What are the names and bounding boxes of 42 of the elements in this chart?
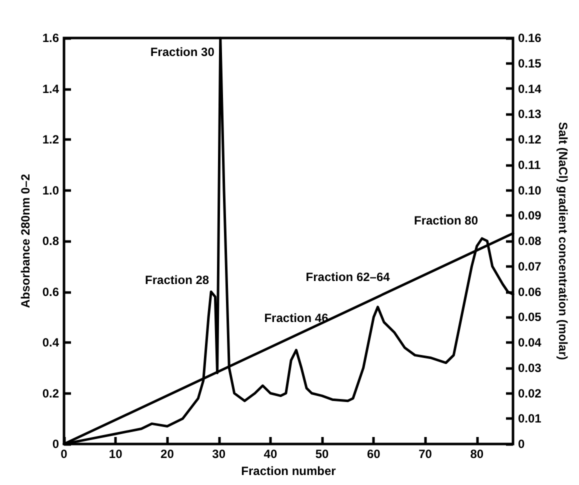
x-tick-label: 50 [315, 447, 330, 461]
y2-tick-label: 0.09 [518, 208, 542, 223]
y2-tick-label: 0.11 [518, 158, 542, 172]
annotation: Fraction 30 [150, 45, 215, 59]
y2-axis-title: Salt (NaCl) gradient concentration (molar) [556, 122, 570, 360]
y-tick-label: 0.2 [42, 386, 60, 400]
y-tick-label: 0 [52, 437, 60, 451]
y2-tick-label: 0.01 [518, 412, 542, 426]
y2-tick-label: 0.08 [518, 234, 542, 248]
x-tick-label: 40 [264, 447, 278, 461]
annotation: Fraction 80 [414, 213, 478, 228]
x-tick-label: 0 [60, 447, 68, 461]
y2-tick-label: 0.03 [518, 360, 542, 375]
x-tick-label: 70 [418, 447, 432, 461]
y2-tick-label: 0.07 [518, 259, 542, 274]
x-tick-label: 10 [108, 447, 123, 461]
y2-tick-label: 0.04 [518, 336, 542, 350]
x-tick-label: 20 [160, 447, 174, 461]
annotation: Fraction 62–64 [306, 270, 390, 284]
y2-tick-label: 0.16 [518, 31, 542, 45]
y-tick-label: 1.0 [42, 183, 60, 198]
annotation: Fraction 28 [145, 272, 210, 287]
y2-tick-label: 0.06 [518, 284, 542, 299]
y-tick-label: 0.6 [42, 284, 60, 299]
y2-tick-label: 0.10 [518, 183, 542, 198]
x-axis-title: Fraction number [241, 464, 336, 478]
y-tick-label: 1.4 [42, 82, 60, 96]
x-tick-label: 80 [470, 447, 484, 461]
y2-tick-label: 0.12 [518, 132, 542, 146]
y2-tick-label: 0 [518, 437, 525, 451]
y-axis-title: Absorbance 280nm 0–2 [18, 174, 32, 308]
x-tick-label: 30 [212, 447, 226, 461]
y2-tick-label: 0.13 [518, 107, 542, 122]
x-tick-label: 60 [366, 447, 381, 461]
y2-tick-label: 0.15 [518, 56, 542, 70]
y-tick-label: 1.6 [42, 31, 60, 45]
y-tick-label: 1.2 [42, 132, 60, 146]
y2-tick-label: 0.02 [518, 386, 542, 400]
y2-tick-label: 0.05 [518, 310, 542, 324]
y-tick-label: 0.8 [42, 234, 60, 248]
y2-tick-label: 0.14 [518, 82, 542, 96]
y-tick-label: 0.4 [42, 336, 60, 350]
